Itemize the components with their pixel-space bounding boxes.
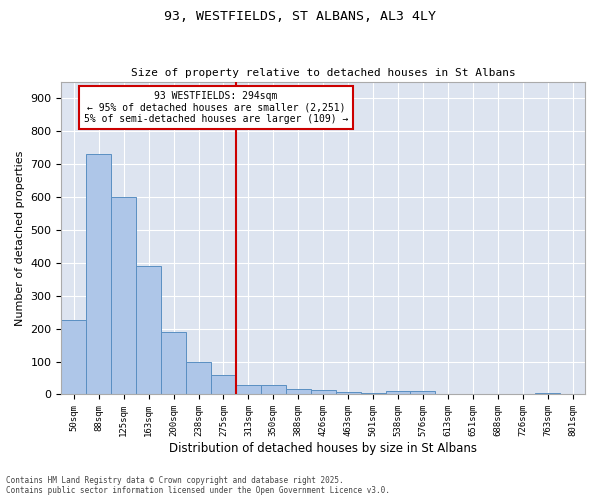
Bar — [386, 391, 410, 394]
Bar — [61, 320, 86, 394]
Bar — [335, 392, 361, 394]
Bar — [261, 385, 286, 394]
Bar — [236, 384, 261, 394]
Bar — [86, 154, 111, 394]
Text: 93 WESTFIELDS: 294sqm
← 95% of detached houses are smaller (2,251)
5% of semi-de: 93 WESTFIELDS: 294sqm ← 95% of detached … — [83, 91, 348, 124]
Bar — [161, 332, 186, 394]
Title: Size of property relative to detached houses in St Albans: Size of property relative to detached ho… — [131, 68, 515, 78]
Bar — [410, 391, 436, 394]
Bar — [311, 390, 335, 394]
Text: Contains HM Land Registry data © Crown copyright and database right 2025.
Contai: Contains HM Land Registry data © Crown c… — [6, 476, 390, 495]
Bar — [211, 374, 236, 394]
Bar — [286, 389, 311, 394]
Text: 93, WESTFIELDS, ST ALBANS, AL3 4LY: 93, WESTFIELDS, ST ALBANS, AL3 4LY — [164, 10, 436, 23]
Bar — [111, 197, 136, 394]
Bar — [361, 393, 386, 394]
Bar — [136, 266, 161, 394]
Y-axis label: Number of detached properties: Number of detached properties — [15, 150, 25, 326]
X-axis label: Distribution of detached houses by size in St Albans: Distribution of detached houses by size … — [169, 442, 477, 455]
Bar — [535, 393, 560, 394]
Bar — [186, 362, 211, 394]
